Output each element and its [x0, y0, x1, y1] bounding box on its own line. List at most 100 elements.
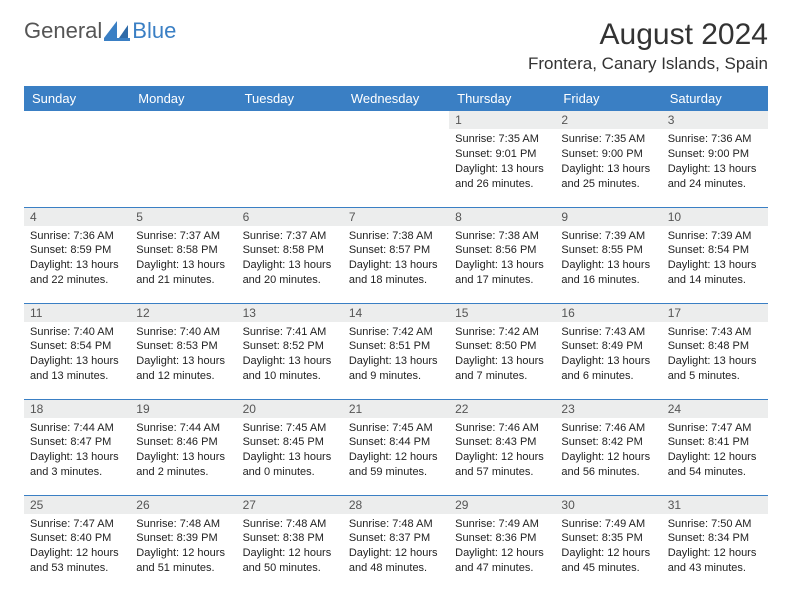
- day-number: 19: [130, 400, 236, 418]
- location: Frontera, Canary Islands, Spain: [528, 54, 768, 74]
- day-number: 25: [24, 496, 130, 514]
- day-details: Sunrise: 7:43 AMSunset: 8:48 PMDaylight:…: [662, 322, 768, 388]
- day-details: Sunrise: 7:48 AMSunset: 8:38 PMDaylight:…: [237, 514, 343, 580]
- day-details: Sunrise: 7:36 AMSunset: 8:59 PMDaylight:…: [24, 226, 130, 292]
- calendar-blank: [130, 111, 236, 207]
- day-details: Sunrise: 7:43 AMSunset: 8:49 PMDaylight:…: [555, 322, 661, 388]
- weekday-header: Wednesday: [343, 86, 449, 111]
- day-details: Sunrise: 7:39 AMSunset: 8:54 PMDaylight:…: [662, 226, 768, 292]
- calendar-day: 16Sunrise: 7:43 AMSunset: 8:49 PMDayligh…: [555, 303, 661, 399]
- day-number: 1: [449, 111, 555, 129]
- day-details: Sunrise: 7:48 AMSunset: 8:39 PMDaylight:…: [130, 514, 236, 580]
- day-details: Sunrise: 7:40 AMSunset: 8:54 PMDaylight:…: [24, 322, 130, 388]
- calendar-day: 3Sunrise: 7:36 AMSunset: 9:00 PMDaylight…: [662, 111, 768, 207]
- calendar-day: 14Sunrise: 7:42 AMSunset: 8:51 PMDayligh…: [343, 303, 449, 399]
- day-number: 31: [662, 496, 768, 514]
- day-number: 18: [24, 400, 130, 418]
- day-number: 6: [237, 208, 343, 226]
- day-details: Sunrise: 7:46 AMSunset: 8:43 PMDaylight:…: [449, 418, 555, 484]
- day-number: 15: [449, 304, 555, 322]
- day-number: 5: [130, 208, 236, 226]
- calendar-row: 1Sunrise: 7:35 AMSunset: 9:01 PMDaylight…: [24, 111, 768, 207]
- day-number: 8: [449, 208, 555, 226]
- day-details: Sunrise: 7:42 AMSunset: 8:51 PMDaylight:…: [343, 322, 449, 388]
- header: General Blue August 2024 Frontera, Canar…: [24, 18, 768, 74]
- calendar-day: 13Sunrise: 7:41 AMSunset: 8:52 PMDayligh…: [237, 303, 343, 399]
- calendar-day: 9Sunrise: 7:39 AMSunset: 8:55 PMDaylight…: [555, 207, 661, 303]
- day-number: 2: [555, 111, 661, 129]
- calendar-day: 26Sunrise: 7:48 AMSunset: 8:39 PMDayligh…: [130, 495, 236, 591]
- weekday-header-row: SundayMondayTuesdayWednesdayThursdayFrid…: [24, 86, 768, 111]
- day-details: Sunrise: 7:44 AMSunset: 8:46 PMDaylight:…: [130, 418, 236, 484]
- calendar-row: 18Sunrise: 7:44 AMSunset: 8:47 PMDayligh…: [24, 399, 768, 495]
- day-details: Sunrise: 7:38 AMSunset: 8:57 PMDaylight:…: [343, 226, 449, 292]
- day-details: Sunrise: 7:47 AMSunset: 8:40 PMDaylight:…: [24, 514, 130, 580]
- day-details: Sunrise: 7:36 AMSunset: 9:00 PMDaylight:…: [662, 129, 768, 195]
- day-number: 13: [237, 304, 343, 322]
- calendar-row: 4Sunrise: 7:36 AMSunset: 8:59 PMDaylight…: [24, 207, 768, 303]
- calendar-day: 1Sunrise: 7:35 AMSunset: 9:01 PMDaylight…: [449, 111, 555, 207]
- day-number: 20: [237, 400, 343, 418]
- calendar-day: 25Sunrise: 7:47 AMSunset: 8:40 PMDayligh…: [24, 495, 130, 591]
- day-number: 21: [343, 400, 449, 418]
- weekday-header: Sunday: [24, 86, 130, 111]
- day-details: Sunrise: 7:41 AMSunset: 8:52 PMDaylight:…: [237, 322, 343, 388]
- calendar-day: 19Sunrise: 7:44 AMSunset: 8:46 PMDayligh…: [130, 399, 236, 495]
- day-details: Sunrise: 7:37 AMSunset: 8:58 PMDaylight:…: [237, 226, 343, 292]
- weekday-header: Tuesday: [237, 86, 343, 111]
- day-number: 26: [130, 496, 236, 514]
- day-details: Sunrise: 7:39 AMSunset: 8:55 PMDaylight:…: [555, 226, 661, 292]
- calendar-table: SundayMondayTuesdayWednesdayThursdayFrid…: [24, 86, 768, 591]
- calendar-day: 10Sunrise: 7:39 AMSunset: 8:54 PMDayligh…: [662, 207, 768, 303]
- calendar-day: 2Sunrise: 7:35 AMSunset: 9:00 PMDaylight…: [555, 111, 661, 207]
- calendar-day: 17Sunrise: 7:43 AMSunset: 8:48 PMDayligh…: [662, 303, 768, 399]
- calendar-day: 30Sunrise: 7:49 AMSunset: 8:35 PMDayligh…: [555, 495, 661, 591]
- calendar-day: 21Sunrise: 7:45 AMSunset: 8:44 PMDayligh…: [343, 399, 449, 495]
- day-details: Sunrise: 7:46 AMSunset: 8:42 PMDaylight:…: [555, 418, 661, 484]
- calendar-day: 22Sunrise: 7:46 AMSunset: 8:43 PMDayligh…: [449, 399, 555, 495]
- logo-sail-icon: [104, 21, 130, 41]
- day-details: Sunrise: 7:35 AMSunset: 9:01 PMDaylight:…: [449, 129, 555, 195]
- day-number: 9: [555, 208, 661, 226]
- calendar-row: 25Sunrise: 7:47 AMSunset: 8:40 PMDayligh…: [24, 495, 768, 591]
- calendar-day: 27Sunrise: 7:48 AMSunset: 8:38 PMDayligh…: [237, 495, 343, 591]
- day-number: 14: [343, 304, 449, 322]
- day-number: 17: [662, 304, 768, 322]
- logo-text-blue: Blue: [132, 18, 176, 44]
- day-details: Sunrise: 7:40 AMSunset: 8:53 PMDaylight:…: [130, 322, 236, 388]
- month-title: August 2024: [528, 18, 768, 52]
- calendar-blank: [343, 111, 449, 207]
- calendar-day: 5Sunrise: 7:37 AMSunset: 8:58 PMDaylight…: [130, 207, 236, 303]
- day-details: Sunrise: 7:49 AMSunset: 8:36 PMDaylight:…: [449, 514, 555, 580]
- logo: General Blue: [24, 18, 176, 44]
- weekday-header: Monday: [130, 86, 236, 111]
- day-details: Sunrise: 7:48 AMSunset: 8:37 PMDaylight:…: [343, 514, 449, 580]
- weekday-header: Friday: [555, 86, 661, 111]
- day-number: 28: [343, 496, 449, 514]
- day-details: Sunrise: 7:50 AMSunset: 8:34 PMDaylight:…: [662, 514, 768, 580]
- day-number: 11: [24, 304, 130, 322]
- weekday-header: Saturday: [662, 86, 768, 111]
- calendar-day: 6Sunrise: 7:37 AMSunset: 8:58 PMDaylight…: [237, 207, 343, 303]
- calendar-day: 11Sunrise: 7:40 AMSunset: 8:54 PMDayligh…: [24, 303, 130, 399]
- day-number: 24: [662, 400, 768, 418]
- day-details: Sunrise: 7:35 AMSunset: 9:00 PMDaylight:…: [555, 129, 661, 195]
- day-number: 16: [555, 304, 661, 322]
- calendar-day: 12Sunrise: 7:40 AMSunset: 8:53 PMDayligh…: [130, 303, 236, 399]
- calendar-day: 28Sunrise: 7:48 AMSunset: 8:37 PMDayligh…: [343, 495, 449, 591]
- day-number: 29: [449, 496, 555, 514]
- day-details: Sunrise: 7:45 AMSunset: 8:44 PMDaylight:…: [343, 418, 449, 484]
- day-details: Sunrise: 7:47 AMSunset: 8:41 PMDaylight:…: [662, 418, 768, 484]
- calendar-day: 4Sunrise: 7:36 AMSunset: 8:59 PMDaylight…: [24, 207, 130, 303]
- logo-text-general: General: [24, 18, 102, 44]
- calendar-body: 1Sunrise: 7:35 AMSunset: 9:01 PMDaylight…: [24, 111, 768, 591]
- day-details: Sunrise: 7:49 AMSunset: 8:35 PMDaylight:…: [555, 514, 661, 580]
- day-number: 10: [662, 208, 768, 226]
- calendar-day: 8Sunrise: 7:38 AMSunset: 8:56 PMDaylight…: [449, 207, 555, 303]
- day-number: 7: [343, 208, 449, 226]
- day-number: 27: [237, 496, 343, 514]
- day-details: Sunrise: 7:37 AMSunset: 8:58 PMDaylight:…: [130, 226, 236, 292]
- day-details: Sunrise: 7:42 AMSunset: 8:50 PMDaylight:…: [449, 322, 555, 388]
- day-number: 12: [130, 304, 236, 322]
- calendar-day: 31Sunrise: 7:50 AMSunset: 8:34 PMDayligh…: [662, 495, 768, 591]
